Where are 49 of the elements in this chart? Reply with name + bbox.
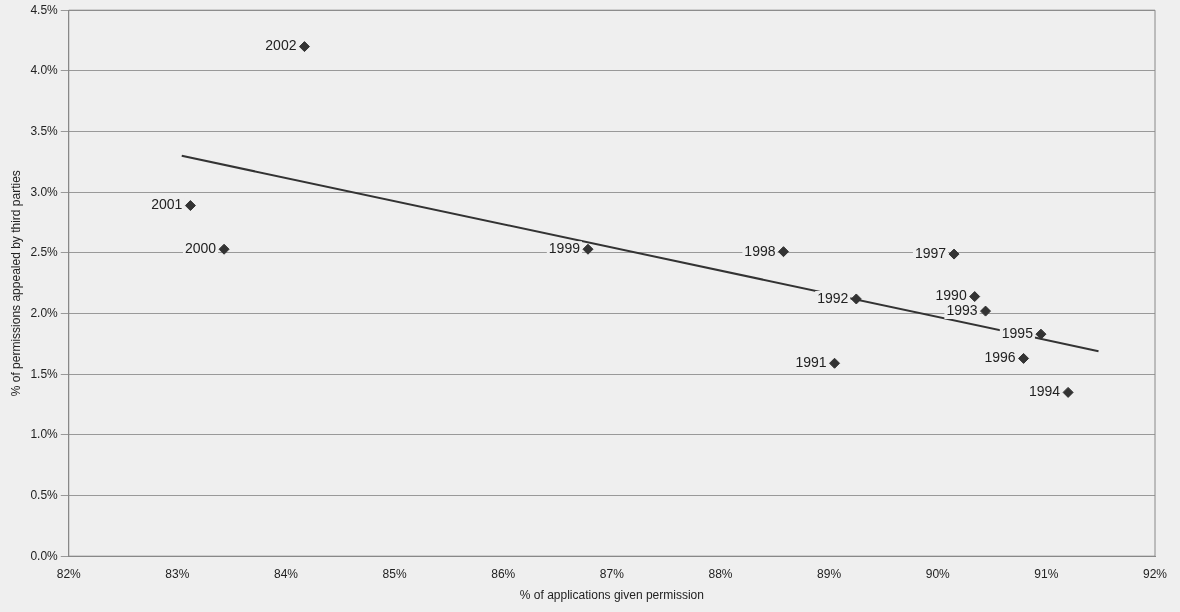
annotation: 2000 xyxy=(184,240,217,257)
point xyxy=(1018,352,1030,364)
y-tick-label: 0.5% xyxy=(30,487,59,502)
x-tick-label: 83% xyxy=(165,566,190,581)
annotation: 1992 xyxy=(817,289,849,306)
y-tick-label: 4.0% xyxy=(30,63,59,78)
point xyxy=(184,200,196,212)
annotation: 1995 xyxy=(1001,325,1034,342)
x-tick-label: 89% xyxy=(817,566,842,581)
x-axis-title: % of applications given permission xyxy=(519,588,704,603)
annotation: 2002 xyxy=(265,37,297,54)
y-tick-label: 1.0% xyxy=(30,427,59,442)
x-tick-label: 87% xyxy=(599,566,625,581)
point xyxy=(1062,386,1074,398)
x-tick-label: 92% xyxy=(1142,566,1168,581)
point xyxy=(218,243,230,255)
point xyxy=(948,248,960,260)
annotation: 2001 xyxy=(151,196,183,213)
x-tick-label: 85% xyxy=(382,566,407,581)
annotation: 1991 xyxy=(795,354,827,371)
annotation: 1996 xyxy=(984,349,1016,366)
point xyxy=(829,357,841,369)
y-tick-label: 2.0% xyxy=(30,305,59,320)
y-tick-label: 2.5% xyxy=(30,245,59,260)
point xyxy=(778,246,789,258)
y-tick-label: 3.5% xyxy=(30,123,59,138)
point xyxy=(582,243,594,255)
x-tick-label: 82% xyxy=(56,566,82,581)
point xyxy=(980,305,992,317)
x-tick-label: 91% xyxy=(1034,566,1059,581)
x-tick-label: 84% xyxy=(273,566,299,581)
y-axis-title: % of permissions appealed by third parties xyxy=(8,170,23,397)
y-tick-label: 3.0% xyxy=(30,184,59,199)
y-tick-label: 1.5% xyxy=(30,366,59,381)
y-tick-label: 4.5% xyxy=(30,2,59,17)
annotation: 1993 xyxy=(946,301,978,318)
y-tick-label: 0.0% xyxy=(30,548,59,563)
annotation: 1990 xyxy=(935,287,967,304)
x-tick-label: 90% xyxy=(925,566,951,581)
point xyxy=(969,291,981,303)
annotation: 1998 xyxy=(744,242,776,259)
point xyxy=(1035,328,1047,340)
point xyxy=(850,293,862,305)
x-tick-label: 88% xyxy=(708,566,733,581)
x-tick-label: 86% xyxy=(491,566,516,581)
annotation: 1999 xyxy=(548,240,581,257)
point xyxy=(298,41,310,53)
annotation: 1994 xyxy=(1028,383,1061,400)
annotation: 1997 xyxy=(914,244,947,261)
